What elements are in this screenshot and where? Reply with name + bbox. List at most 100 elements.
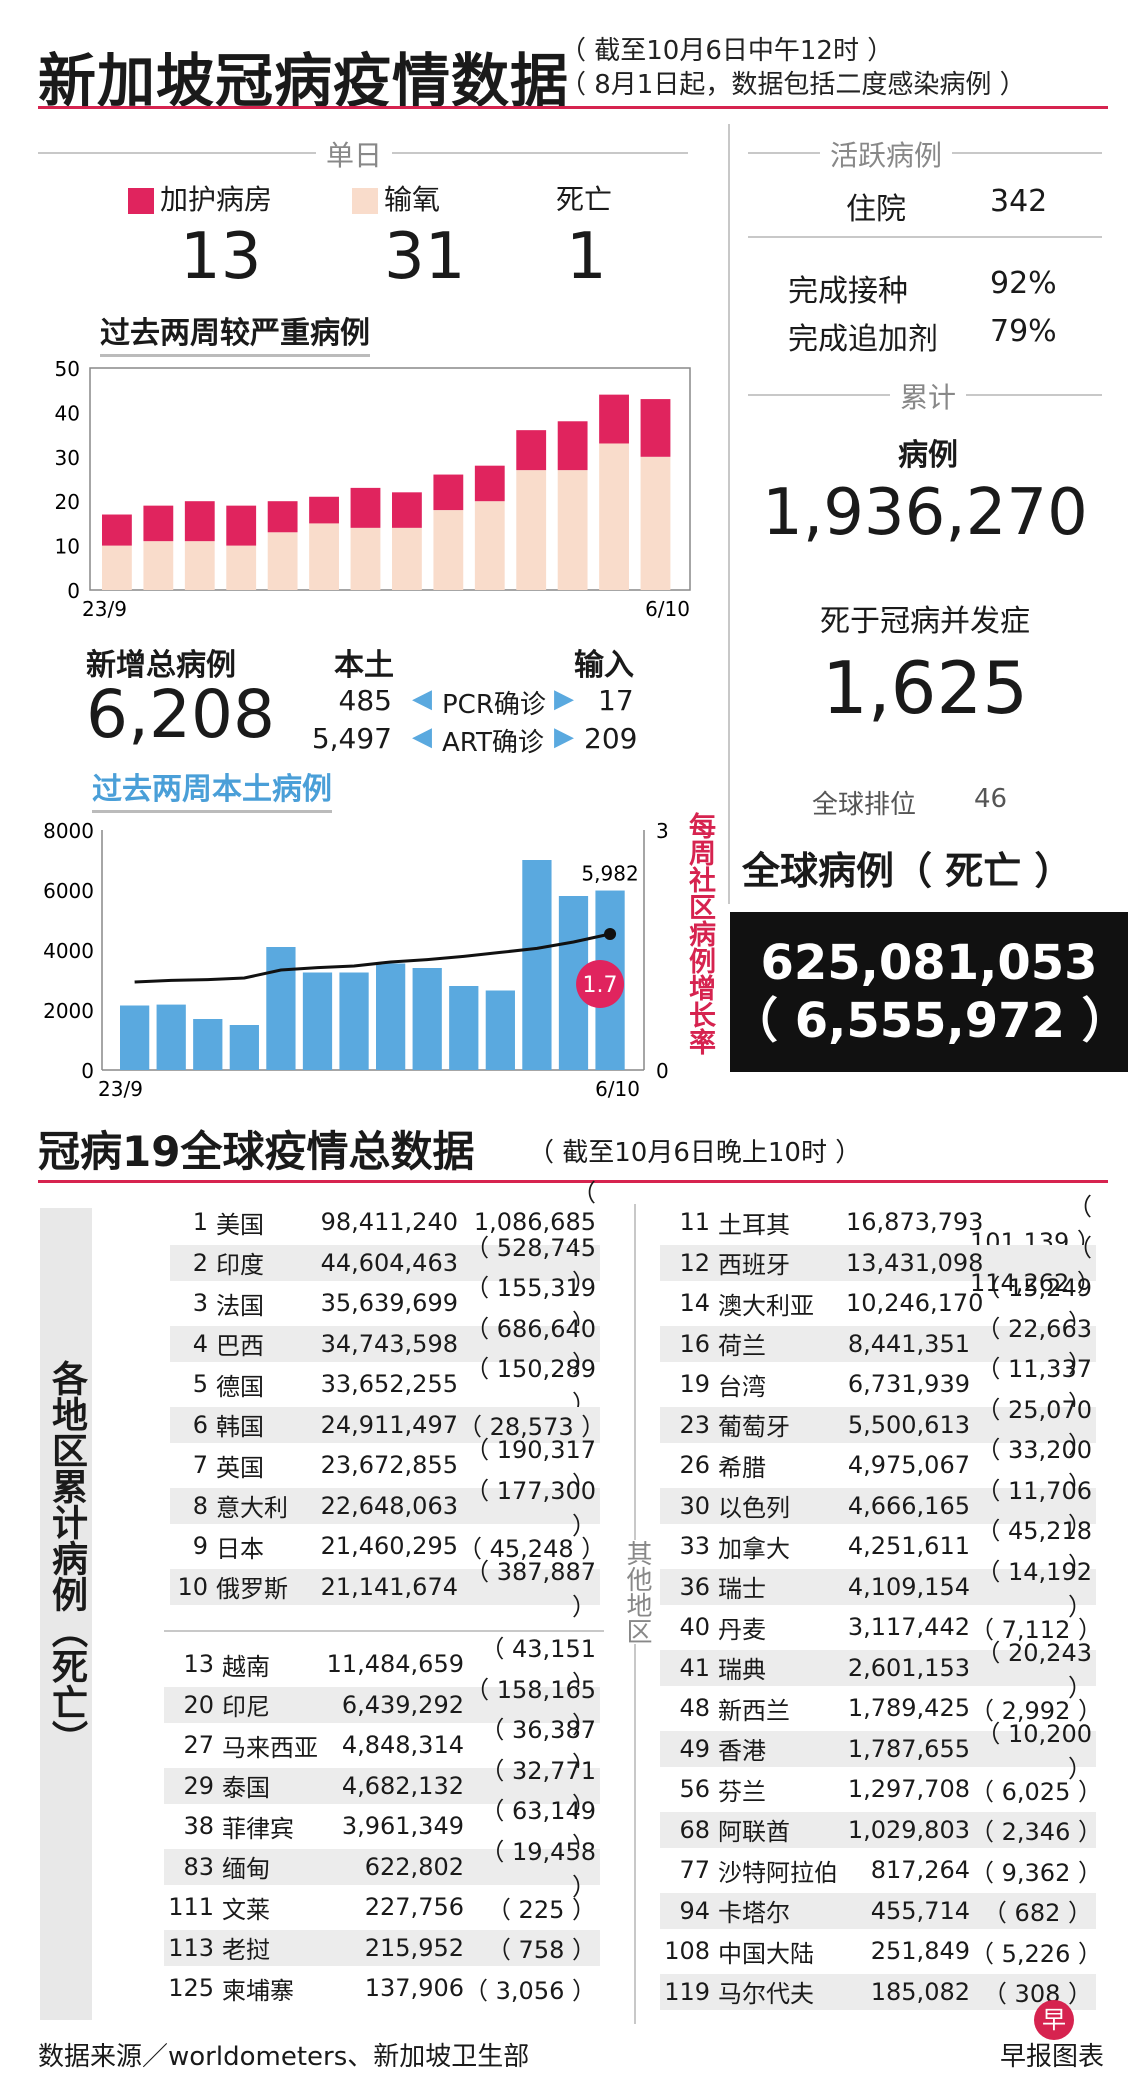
country-deaths: （ 25,070 ） [976,1395,1092,1459]
growth-rate-axis-label: 每周社区病例增长率 [684,812,715,1055]
country-name: 澳大利亚 [718,1291,814,1320]
pcr-label: PCR确诊 [442,690,546,720]
country-rank: 30 [679,1491,710,1520]
global-deaths: （ 6,555,972 ） [730,993,1130,1049]
chart2-bar [449,986,479,1070]
country-deaths: （ 22,663 ） [976,1314,1092,1378]
country-cases: 8,441,351 [847,1329,970,1358]
country-name: 菲律宾 [222,1814,294,1843]
country-name: 新西兰 [718,1696,790,1725]
country-name: 中国大陆 [718,1939,814,1968]
chart2-bar [376,963,406,1070]
chart2-bar [339,972,369,1070]
country-deaths: （ 682 ） [982,1899,1092,1927]
table-row: 6 韩国 24,911,497 （ 28,573 ） [170,1406,605,1443]
chart1-bar-icu [599,394,629,444]
other-label: 其他地区 [622,1540,652,1644]
chart2-last-bar-label: 5,982 [581,862,638,886]
table-row: 68 阿联酋 1,029,803 （ 2,346 ） [660,1811,1102,1848]
page-title: 新加坡冠病疫情数据 [38,47,570,115]
country-rank: 29 [183,1771,214,1800]
country-cases: 5,500,613 [847,1410,970,1439]
country-rank: 16 [679,1329,710,1358]
country-name: 瑞士 [718,1575,766,1603]
chart2-rate-badge [576,960,625,1008]
chart1-xtick-end: 6/10 [645,597,690,621]
country-name: 瑞典 [718,1656,766,1684]
table-row: 119 马尔代夫 185,082 （ 308 ） [660,1973,1096,2010]
chart1-bar-icu [184,501,215,542]
hosp-label: 住院 [846,192,906,227]
country-name: 台湾 [718,1372,766,1401]
chart2-ytick: 6000 [44,879,94,903]
country-name: 巴西 [216,1332,264,1360]
timestamp-note: （ 截至10月6日中午12时 ） [560,36,894,66]
brand-label: 早报图表 [1000,2042,1105,2072]
country-rank: 113 [168,1933,214,1962]
country-rank: 23 [679,1410,710,1439]
death-label: 死亡 [556,183,613,216]
chart1-ytick: 30 [55,446,80,470]
country-cases: 4,251,611 [847,1532,970,1560]
table-row: 41 瑞典 2,601,153 （ 20,243 ） [660,1639,1096,1702]
chart2-ytick: 8000 [44,819,94,843]
country-cases: 251,849 [870,1937,970,1965]
table-row: 48 新西兰 1,789,425 （ 2,992 ） [660,1690,1102,1726]
country-cases: 34,743,598 [320,1329,458,1358]
country-cases: 35,639,699 [320,1289,458,1317]
country-cases: 21,460,295 [320,1532,458,1560]
cum-deaths-label: 死于冠病并发症 [820,604,1030,639]
country-cases: 622,802 [364,1852,464,1881]
country-rank: 36 [679,1572,710,1601]
chart1-ytick: 20 [55,490,80,514]
country-cases: 33,652,255 [320,1370,458,1398]
chart1-bar-oxygen [640,456,671,590]
country-cases: 22,648,063 [320,1491,458,1520]
country-deaths: （ 14,192 ） [976,1557,1092,1621]
scope-note: （ 8月1日起，数据包括二度感染病例 ） [560,70,1026,100]
country-rank: 13 [183,1650,214,1678]
country-name: 印尼 [222,1693,270,1721]
country-rank: 111 [168,1893,214,1921]
chart2-bar [229,1025,259,1070]
country-deaths: （ 225 ） [486,1895,596,1924]
country-deaths: （ 33,200 ） [976,1436,1092,1499]
cum-cases-label: 病例 [898,438,958,473]
table-row: 23 葡萄牙 5,500,613 （ 25,070 ） [660,1396,1096,1459]
country-cases: 3,961,349 [341,1812,464,1840]
icu-value: 13 [180,220,262,294]
country-deaths: （ 528,745 ） [465,1233,596,1297]
country-deaths: （ 36,387 ） [480,1716,596,1779]
country-name: 沙特阿拉伯 [718,1858,838,1887]
chart1-bar-icu [433,474,464,511]
country-rank: 108 [664,1937,710,1965]
chart1-bar-icu [516,430,547,471]
table-row: 4 巴西 34,743,598 （ 686,640 ） [170,1315,600,1378]
country-deaths: （ 2,992 ） [970,1696,1102,1725]
country-rank: 2 [192,1248,208,1277]
country-rank: 1 [192,1208,208,1236]
chart2-ytick: 2000 [44,999,94,1023]
oxygen-value: 31 [384,220,466,294]
chart1-bar-icu [143,505,174,542]
country-name: 西班牙 [718,1251,790,1279]
chart1-bar-icu [392,492,422,528]
country-deaths: （ 2,346 ） [970,1818,1102,1846]
country-rank: 14 [679,1289,710,1317]
chart1-bar-oxygen [267,532,298,590]
header-rule [38,106,1108,109]
oxygen-label: 输氧 [384,183,441,216]
country-deaths: （ 6,025 ） [970,1777,1102,1806]
country-rank: 38 [183,1812,214,1840]
cum-cases-value: 1,936,270 [762,476,1088,550]
table-row: 5 德国 33,652,255 （ 150,289 ） [170,1355,600,1418]
chart2-bar [412,968,442,1070]
table-row: 77 沙特阿拉伯 817,264 （ 9,362 ） [660,1852,1102,1888]
country-rank: 48 [679,1694,710,1722]
table-row: 10 俄罗斯 21,141,674 （ 387,887 ） [170,1558,600,1621]
country-deaths: （ 758 ） [486,1936,596,1964]
world-title: 冠病19全球疫情总数据 [38,1127,475,1176]
chart1-bar-oxygen [350,527,381,590]
country-name: 土耳其 [718,1210,790,1239]
country-cases: 24,911,497 [320,1410,458,1439]
